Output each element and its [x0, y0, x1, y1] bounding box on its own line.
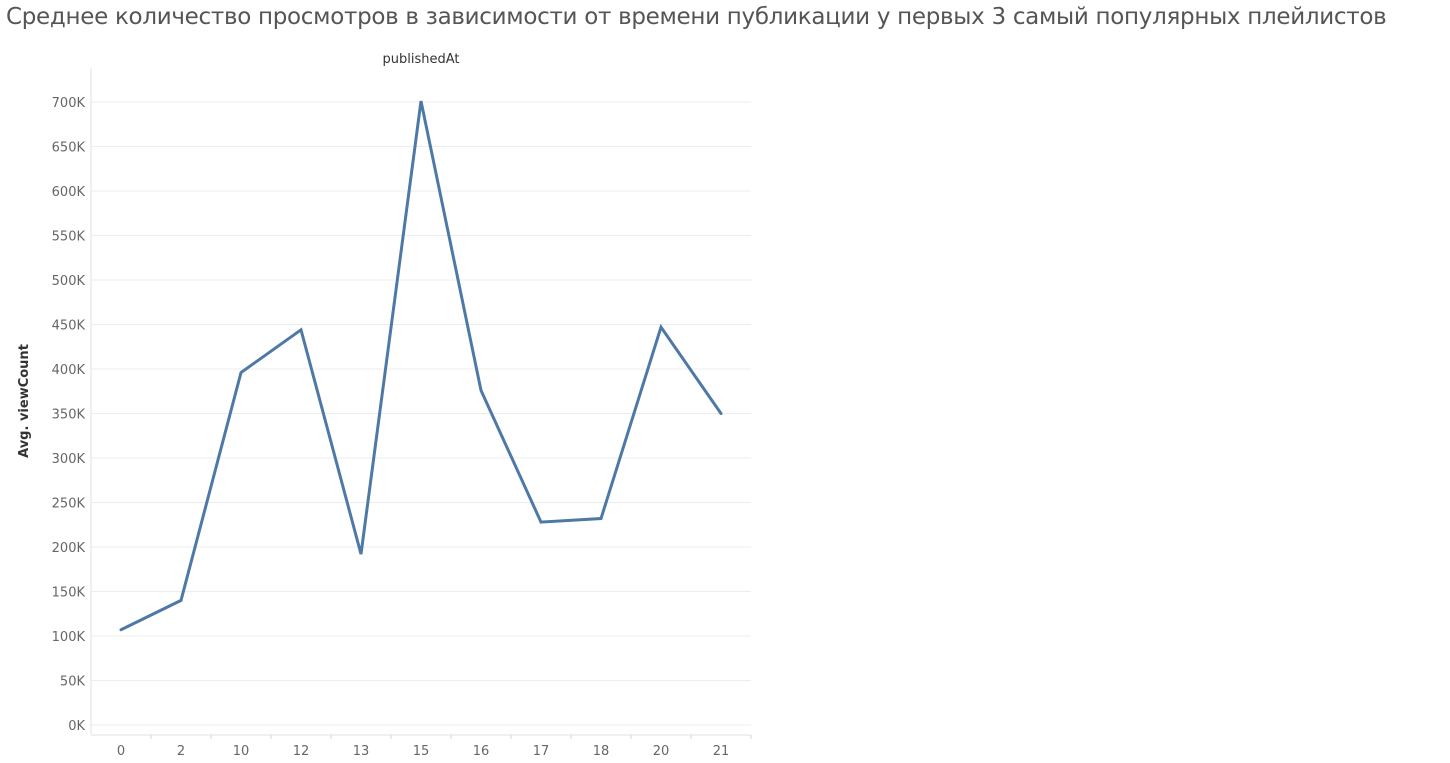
y-axis-title: Avg. viewCount: [17, 344, 32, 458]
series-lines: [119, 100, 723, 632]
y-tick-label: 450K: [52, 319, 86, 334]
x-header-title: publishedAt: [383, 52, 460, 67]
x-tick-label: 13: [353, 744, 370, 759]
y-tick-label: 600K: [52, 185, 86, 200]
y-tick-label: 50K: [60, 675, 86, 690]
x-tick-label: 17: [533, 744, 550, 759]
x-tick-label: 10: [233, 744, 250, 759]
y-tick-label: 150K: [52, 586, 86, 601]
y-tick-label: 200K: [52, 541, 86, 556]
y-tick-label: 300K: [52, 452, 86, 467]
y-tick-label: 350K: [52, 408, 86, 423]
y-axis-ticks: 0K 50K 100K 150K 200K 250K 300K 350K 400K 450K 500…: [52, 96, 86, 734]
y-tick-label: 700K: [52, 96, 86, 111]
chart-title: Среднее количество просмотров в зависимо…: [6, 4, 1387, 30]
x-axis-ticks: 0 2 10 12 13 15 16 17 18 20 21: [117, 744, 729, 759]
grid-lines: [91, 101, 751, 726]
y-tick-label: 0K: [68, 719, 85, 734]
x-tick-label: 12: [293, 744, 310, 759]
x-tick-label: 20: [653, 744, 670, 759]
x-tick-label: 16: [473, 744, 490, 759]
y-tick-label: 550K: [52, 230, 86, 245]
x-tick-label: 0: [117, 744, 125, 759]
y-tick-label: 400K: [52, 363, 86, 378]
y-tick-label: 500K: [52, 274, 86, 289]
y-tick-label: 650K: [52, 141, 86, 156]
x-tick-label: 21: [713, 744, 730, 759]
x-tick-label: 18: [593, 744, 610, 759]
y-tick-label: 250K: [52, 497, 86, 512]
axes: [90, 68, 752, 739]
x-tick-label: 2: [177, 744, 185, 759]
x-tick-label: 15: [413, 744, 430, 759]
series-line: [119, 100, 723, 632]
y-tick-label: 100K: [52, 630, 86, 645]
